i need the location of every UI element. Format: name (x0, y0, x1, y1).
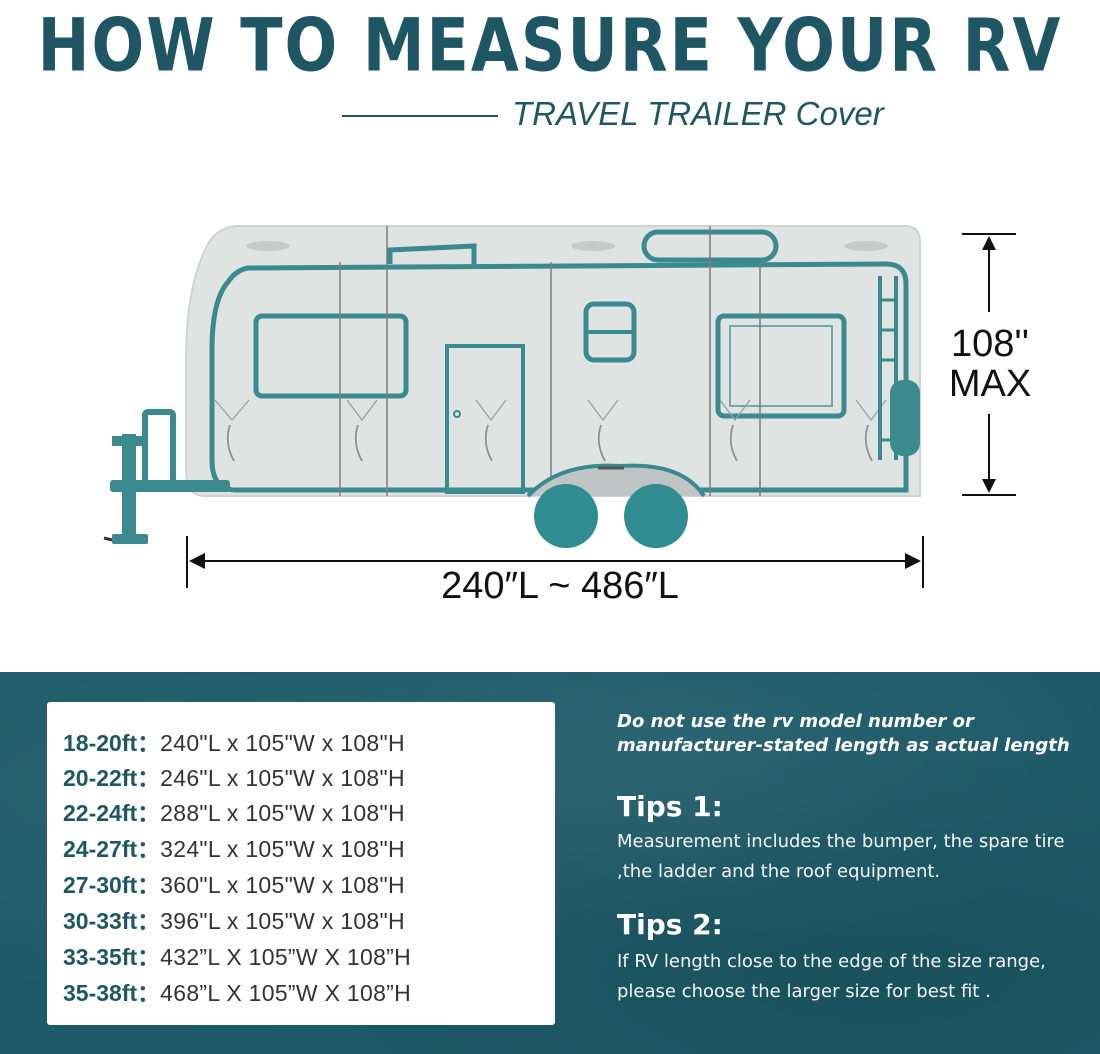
size-dims: 468”L X 105”W X 108”H (160, 980, 412, 1006)
size-range: 22-24ft (63, 800, 138, 826)
size-range: 30-33ft (63, 908, 138, 934)
separator: ： (137, 765, 161, 791)
size-range: 27-30ft (63, 872, 138, 898)
separator: ： (137, 730, 161, 756)
size-row: 18-20ft：240"L x 105"W x 108"H (63, 724, 405, 756)
separator: ： (137, 872, 161, 898)
size-row: 33-35ft：432”L X 105”W X 108”H (63, 938, 412, 970)
page-subtitle: TRAVEL TRAILER Cover (512, 95, 884, 132)
tip1-text: Measurement includes the bumper, the spa… (617, 831, 1065, 882)
trailer-cover (185, 225, 921, 497)
measurement-warning: Do not use the rv model number or manufa… (617, 711, 1070, 756)
separator: ： (137, 836, 161, 862)
size-dims: 324"L x 105"W x 108"H (160, 836, 405, 862)
separator: ： (137, 908, 161, 934)
size-dims: 246"L x 105"W x 108"H (160, 765, 405, 791)
size-row: 24-27ft：324"L x 105"W x 108"H (63, 830, 405, 862)
wheel-rear (624, 484, 688, 548)
size-range: 33-35ft (63, 944, 138, 970)
size-range: 35-38ft (63, 980, 138, 1006)
subtitle-rule (342, 115, 498, 117)
tip1-title: Tips 1: (617, 790, 723, 823)
size-chart-card (47, 702, 555, 1025)
separator: ： (137, 944, 161, 970)
size-range: 20-22ft (63, 765, 138, 791)
size-range: 18-20ft (63, 730, 138, 756)
size-dims: 288"L x 105"W x 108"H (160, 800, 405, 826)
trailer-body-outline (209, 261, 909, 493)
size-range: 24-27ft (63, 836, 138, 862)
separator: ： (137, 800, 161, 826)
separator: ： (137, 980, 161, 1006)
page-title: HOW TO MEASURE YOUR RV (37, 2, 1063, 89)
height-max-label: MAX (948, 363, 1032, 405)
length-range-label: 240″L ~ 486″L (441, 565, 679, 607)
size-row: 22-24ft：288"L x 105"W x 108"H (63, 794, 405, 826)
size-dims: 432”L X 105”W X 108”H (160, 944, 412, 970)
tip2-text: If RV length close to the edge of the si… (617, 951, 1046, 1002)
front-window (253, 313, 409, 399)
size-row: 20-22ft：246"L x 105"W x 108"H (63, 759, 405, 791)
rear-window (715, 313, 847, 419)
size-dims: 360"L x 105"W x 108"H (160, 872, 405, 898)
size-row: 30-33ft：396"L x 105"W x 108"H (63, 902, 405, 934)
info-panel: 18-20ft：240"L x 105"W x 108"H 20-22ft：24… (0, 672, 1100, 1054)
height-value-label: 108'' (951, 323, 1029, 365)
door (445, 344, 525, 494)
size-row: 35-38ft：468”L X 105”W X 108”H (63, 974, 412, 1006)
size-row: 27-30ft：360"L x 105"W x 108"H (63, 866, 405, 898)
wheel-front (534, 484, 598, 548)
size-dims: 240"L x 105"W x 108"H (160, 730, 405, 756)
spare-tire (890, 380, 920, 456)
tip2-title: Tips 2: (617, 908, 723, 941)
trailer-diagram (103, 225, 1016, 588)
size-dims: 396"L x 105"W x 108"H (160, 908, 405, 934)
